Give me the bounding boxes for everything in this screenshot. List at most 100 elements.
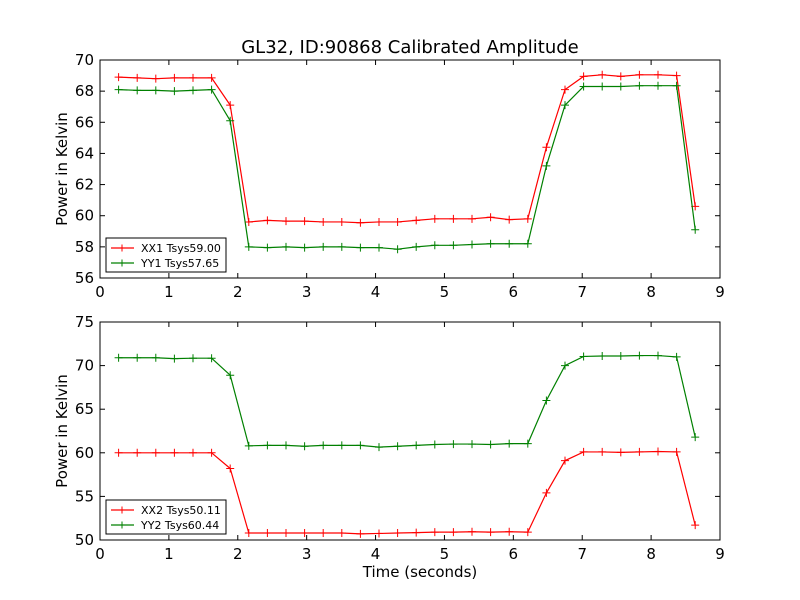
x-tick-label: 5: [440, 283, 450, 301]
data-point: [207, 354, 216, 363]
data-point: [505, 527, 514, 536]
y-tick-label: 55: [75, 487, 94, 505]
y-tick-label: 56: [75, 269, 94, 287]
data-point: [672, 352, 681, 361]
data-point: [505, 439, 514, 448]
data-point: [393, 245, 402, 254]
data-point: [691, 433, 700, 442]
data-point: [561, 456, 569, 465]
x-tick-label: 6: [509, 545, 519, 563]
plot-area: [114, 70, 700, 254]
data-point: [430, 528, 439, 537]
plot-area: [114, 351, 700, 538]
data-point: [486, 239, 495, 248]
data-point: [189, 448, 197, 457]
x-tick-label: 1: [164, 283, 174, 301]
legend-label: XX2 Tsys50.11: [141, 504, 221, 517]
x-tick-label: 7: [577, 545, 587, 563]
data-point: [337, 441, 346, 450]
data-point: [561, 85, 569, 94]
x-tick-label: 9: [715, 283, 725, 301]
plot-frame: [99, 321, 721, 541]
legend-box: [105, 499, 227, 535]
data-point: [579, 82, 588, 91]
legend-label: YY1 Tsys57.65: [140, 257, 219, 270]
y-tick-label: 66: [75, 113, 94, 131]
data-point: [133, 86, 142, 95]
bottom-chart: 0 1 2 3 4 5 6 7 8 9 50 55 60 65 70 75 Power in Kelvin Tim…: [53, 313, 725, 581]
x-tick-label: 3: [302, 545, 312, 563]
data-point: [635, 447, 644, 456]
data-point: [635, 70, 644, 79]
data-point: [561, 361, 569, 370]
data-point: [542, 161, 551, 170]
data-point: [598, 352, 607, 361]
data-point: [468, 527, 476, 536]
data-point: [449, 214, 458, 223]
data-point: [319, 242, 328, 251]
data-point: [654, 70, 662, 79]
data-point: [672, 447, 681, 456]
x-tick-label: 8: [646, 545, 656, 563]
x-tick-label: 0: [95, 545, 105, 563]
legend-marker: [118, 259, 126, 267]
data-point: [542, 143, 551, 152]
y-tick-label: 70: [75, 51, 94, 69]
data-point: [449, 440, 458, 449]
data-point: [375, 217, 383, 226]
data-point: [151, 353, 160, 362]
x-tick-label: 2: [233, 545, 243, 563]
data-point: [412, 441, 421, 450]
legend: XX1 Tsys59.00 YY1 Tsys57.65: [105, 237, 227, 273]
data-point: [170, 73, 179, 82]
data-point: [319, 217, 328, 226]
data-point: [300, 243, 309, 252]
data-point: [300, 529, 309, 538]
y-tick-label: 62: [75, 176, 94, 194]
data-point: [133, 73, 142, 82]
y-tick-label: 68: [75, 82, 94, 100]
y-axis-label: Power in Kelvin: [53, 374, 71, 488]
y-tick-label: 60: [75, 444, 94, 462]
data-point: [430, 241, 439, 250]
y-tick-label: 75: [75, 313, 94, 331]
data-point: [189, 354, 197, 363]
data-point: [654, 351, 662, 360]
legend-marker: [118, 506, 126, 514]
data-point: [486, 528, 495, 537]
data-point: [151, 448, 160, 457]
data-point: [523, 214, 532, 223]
x-tick-label: 1: [164, 545, 174, 563]
data-point: [356, 441, 365, 450]
data-point: [151, 86, 160, 95]
data-point: [337, 529, 346, 538]
data-point: [337, 217, 346, 226]
data-point: [672, 81, 681, 90]
data-point: [114, 85, 123, 94]
legend-label: XX1 Tsys59.00: [141, 242, 221, 255]
x-tick-label: 8: [646, 283, 656, 301]
data-point: [635, 351, 644, 360]
y-tick-label: 64: [75, 144, 94, 162]
data-point: [356, 529, 365, 538]
legend-label: YY2 Tsys60.44: [140, 519, 219, 532]
data-point: [505, 215, 514, 224]
data-point: [263, 441, 272, 450]
data-point: [170, 448, 179, 457]
data-point: [635, 81, 644, 90]
x-tick-label: 4: [371, 545, 381, 563]
data-point: [430, 214, 439, 223]
data-point: [114, 353, 123, 362]
data-point: [523, 528, 532, 537]
x-tick-label: 9: [715, 545, 725, 563]
x-axis-label: Time (seconds): [362, 563, 478, 581]
data-point: [356, 218, 365, 227]
data-point: [263, 216, 272, 225]
plot-frame: [99, 59, 721, 279]
data-point: [282, 441, 290, 450]
data-point: [393, 217, 402, 226]
data-point: [412, 528, 421, 537]
legend-marker: [118, 521, 126, 529]
data-point: [691, 225, 700, 234]
